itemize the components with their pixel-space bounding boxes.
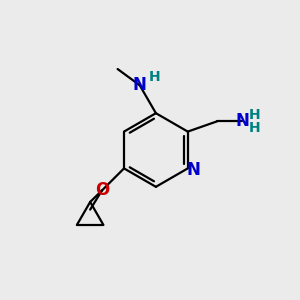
Text: H: H <box>249 108 260 122</box>
Text: H: H <box>249 121 260 135</box>
Text: O: O <box>95 182 109 200</box>
Text: H: H <box>149 70 161 84</box>
Text: N: N <box>186 161 200 179</box>
Text: N: N <box>133 76 147 94</box>
Text: N: N <box>235 112 249 130</box>
